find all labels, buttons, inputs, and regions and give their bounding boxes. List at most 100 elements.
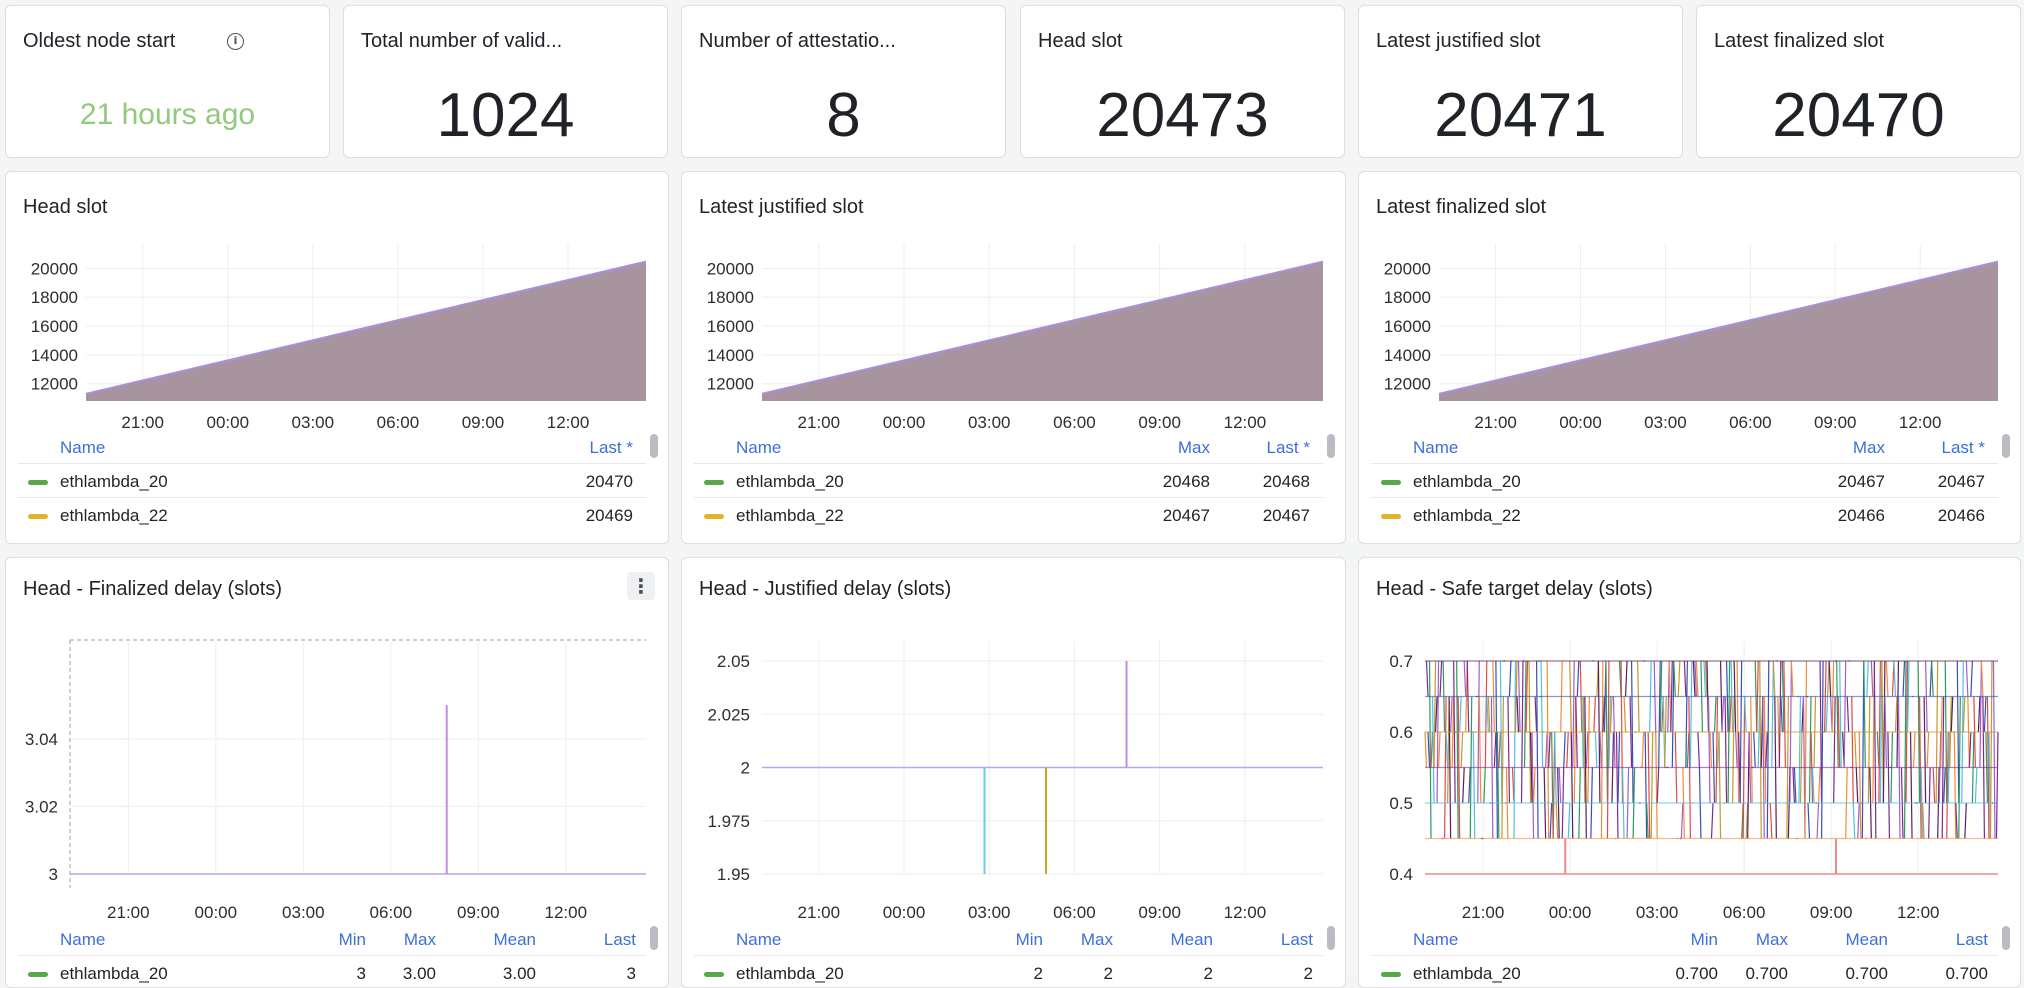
legend-row[interactable]: ethlambda_20 3 3.00 3.00 3 [6, 964, 668, 987]
legend-header-last[interactable]: Last * [1941, 438, 1985, 457]
legend-header-last[interactable]: Last [603, 930, 636, 949]
legend-row[interactable]: ethlambda_22 20467 20467 [682, 506, 1345, 530]
chart-panel-head-justified-delay[interactable]: Head - Justified delay (slots) 1.95 1.975… [681, 557, 1346, 988]
stat-panel-latest-justified-slot[interactable]: Latest justified slot 20471 [1358, 5, 1683, 158]
series-line [1549, 802, 1553, 839]
legend-header-last[interactable]: Last [1955, 930, 1988, 949]
legend-header-mean[interactable]: Mean [1170, 930, 1213, 949]
info-icon[interactable]: i [227, 33, 244, 50]
legend-header-min[interactable]: Min [1015, 930, 1043, 949]
legend-header-name[interactable]: Name [736, 438, 782, 457]
series-line [1852, 802, 1856, 839]
x-tick-label: 12:00 [1224, 903, 1267, 922]
series-line [1567, 802, 1571, 839]
x-tick-label: 21:00 [798, 413, 841, 432]
chart-panel-latest-finalized-slot[interactable]: Latest finalized slot 12000 14000 16000 180… [1358, 171, 2021, 544]
legend-header-min[interactable]: Min [1690, 930, 1718, 949]
y-tick-label: 2.05 [717, 652, 750, 671]
legend-row[interactable]: ethlambda_20 20470 [6, 472, 668, 496]
series-line [1807, 802, 1811, 839]
series-line [1968, 731, 1972, 768]
series-line [1846, 696, 1850, 733]
legend-header-name[interactable]: Name [736, 930, 782, 949]
stat-panel-attestations[interactable]: Number of attestatio... 8 [681, 5, 1006, 158]
legend-row[interactable]: ethlambda_22 20469 [6, 506, 668, 530]
y-tick-label: 20000 [1384, 259, 1431, 278]
panel-title: Latest justified slot [699, 196, 864, 218]
legend-value: 20467 [1162, 506, 1210, 525]
legend-header-max[interactable]: Max [1177, 438, 1210, 457]
chart-svg: 12000 14000 16000 18000 20000 21:00 00:00 03:00… [1384, 244, 1999, 432]
legend-scrollbar[interactable] [1327, 926, 1335, 950]
chart-panel-head-safe-target-delay[interactable]: Head - Safe target delay (slots) 0.4 0.5 0… [1358, 557, 2021, 988]
x-tick-label: 03:00 [292, 413, 335, 432]
series-line [1964, 802, 1967, 839]
stat-panel-oldest-node-start[interactable]: Oldest node start i 21 hours ago [5, 5, 330, 158]
x-tick-label: 06:00 [1053, 413, 1096, 432]
y-tick-label: 16000 [707, 317, 754, 336]
legend-scrollbar[interactable] [2002, 434, 2010, 458]
series-line [1431, 696, 1435, 804]
legend-row[interactable]: ethlambda_20 20468 20468 [682, 472, 1345, 496]
legend-value: 0.700 [1675, 964, 1718, 983]
legend-header-min[interactable]: Min [338, 930, 366, 949]
series-line [1692, 660, 1696, 697]
series-line [1507, 696, 1511, 804]
stat-panel-latest-finalized-slot[interactable]: Latest finalized slot 20470 [1696, 5, 2021, 158]
series-line [1459, 696, 1462, 733]
series-line [1689, 660, 1693, 768]
series-line [1535, 660, 1539, 839]
chart-svg: 12000 14000 16000 18000 20000 21:00 00:00 03:00… [707, 244, 1324, 432]
series-line [1656, 767, 1660, 804]
legend-header-max[interactable]: Max [403, 930, 436, 949]
legend-header-name[interactable]: Name [1413, 438, 1459, 457]
series-line [1909, 731, 1913, 839]
chart-panel-head-finalized-delay[interactable]: Head - Finalized delay (slots) ⋮ 3 3.02 3.… [5, 557, 669, 988]
series-line [1894, 696, 1898, 733]
y-tick-label: 12000 [1384, 375, 1431, 394]
legend-header-name[interactable]: Name [60, 930, 106, 949]
legend-header-max[interactable]: Max [1852, 438, 1885, 457]
legend-header-last[interactable]: Last [1280, 930, 1313, 949]
legend-value: 0.700 [1845, 964, 1888, 983]
legend-scrollbar[interactable] [1327, 434, 1335, 458]
legend-header-max[interactable]: Max [1080, 930, 1113, 949]
series-line [1671, 660, 1675, 768]
legend-header-max[interactable]: Max [1755, 930, 1788, 949]
legend-row[interactable]: ethlambda_20 2 2 2 2 [682, 964, 1345, 987]
series-line [1658, 660, 1661, 768]
legend-row[interactable]: ethlambda_20 20467 20467 [1359, 472, 2020, 496]
legend-header-name[interactable]: Name [60, 438, 106, 457]
legend-row[interactable]: ethlambda_20 0.700 0.700 0.700 0.700 [1359, 964, 2020, 987]
series-line [1808, 696, 1812, 804]
panel-menu-button[interactable]: ⋮ [627, 572, 655, 600]
chart-panel-latest-justified-slot[interactable]: Latest justified slot 12000 14000 16000 180… [681, 171, 1346, 544]
series-line [1932, 767, 1936, 804]
legend-value: 0.700 [1745, 964, 1788, 983]
legend-scrollbar[interactable] [2002, 926, 2010, 950]
y-tick-label: 2.025 [707, 705, 750, 724]
series-line [1641, 731, 1645, 768]
legend-header-name[interactable]: Name [1413, 930, 1459, 949]
stat-panel-head-slot[interactable]: Head slot 20473 [1020, 5, 1345, 158]
x-tick-label: 12:00 [547, 413, 590, 432]
series-line [1594, 731, 1598, 768]
series-line [1833, 696, 1836, 804]
legend-row[interactable]: ethlambda_22 20466 20466 [1359, 506, 2020, 530]
legend-header-mean[interactable]: Mean [493, 930, 536, 949]
chart-panel-head-slot[interactable]: Head slot 12000 14000 16000 18000 20000 21:00… [5, 171, 669, 544]
y-tick-label: 16000 [1384, 317, 1431, 336]
legend-header-last[interactable]: Last * [589, 438, 633, 457]
legend-scrollbar[interactable] [650, 434, 658, 458]
series-line [1438, 260, 1999, 395]
y-tick-label: 12000 [31, 375, 78, 394]
legend-header-mean[interactable]: Mean [1845, 930, 1888, 949]
stat-value: 21 hours ago [79, 98, 256, 131]
series-line [1732, 696, 1735, 804]
series-line [1450, 696, 1453, 733]
y-tick-label: 20000 [31, 259, 78, 278]
legend-scrollbar[interactable] [650, 926, 658, 950]
stat-panel-total-validators[interactable]: Total number of valid... 1024 [343, 5, 668, 158]
legend-header-last[interactable]: Last * [1266, 438, 1310, 457]
chart-svg: 12000 14000 16000 18000 20000 21:00 00:00 03:00… [31, 244, 647, 432]
